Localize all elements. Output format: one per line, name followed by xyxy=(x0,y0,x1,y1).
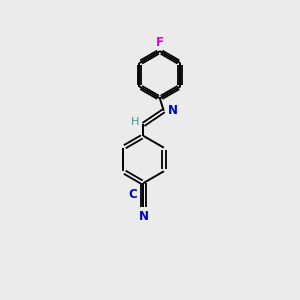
Text: C: C xyxy=(128,188,137,201)
Text: F: F xyxy=(156,36,164,49)
Text: H: H xyxy=(131,117,140,127)
Text: N: N xyxy=(139,210,148,223)
Text: N: N xyxy=(168,104,178,117)
